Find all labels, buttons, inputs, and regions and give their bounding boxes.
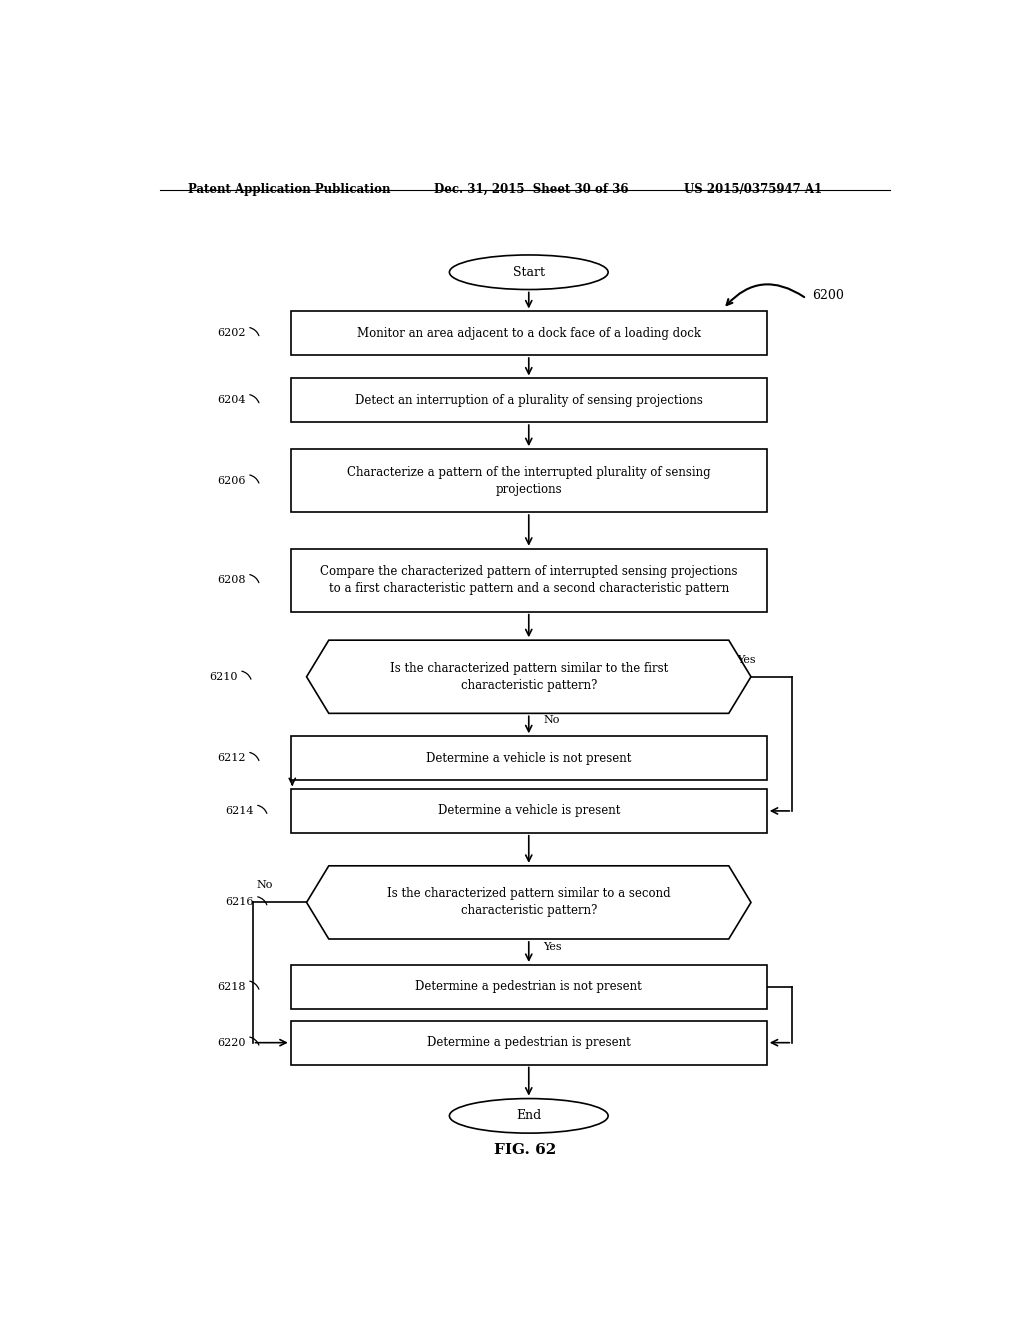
Text: 6202: 6202 (217, 329, 246, 338)
FancyBboxPatch shape (291, 312, 767, 355)
Polygon shape (306, 866, 751, 939)
Ellipse shape (450, 1098, 608, 1133)
Text: 6214: 6214 (225, 807, 253, 816)
Text: Is the characterized pattern similar to the first
characteristic pattern?: Is the characterized pattern similar to … (390, 661, 668, 692)
Text: End: End (516, 1109, 542, 1122)
Text: 6210: 6210 (209, 672, 238, 681)
FancyBboxPatch shape (291, 549, 767, 611)
Text: Determine a pedestrian is not present: Determine a pedestrian is not present (416, 981, 642, 993)
Text: Monitor an area adjacent to a dock face of a loading dock: Monitor an area adjacent to a dock face … (356, 327, 700, 339)
Text: Is the characterized pattern similar to a second
characteristic pattern?: Is the characterized pattern similar to … (387, 887, 671, 917)
Text: Dec. 31, 2015  Sheet 30 of 36: Dec. 31, 2015 Sheet 30 of 36 (433, 182, 628, 195)
Text: US 2015/0375947 A1: US 2015/0375947 A1 (684, 182, 821, 195)
FancyBboxPatch shape (291, 379, 767, 422)
FancyBboxPatch shape (291, 789, 767, 833)
Text: 6200: 6200 (812, 289, 844, 302)
Text: Yes: Yes (543, 942, 562, 952)
FancyBboxPatch shape (291, 737, 767, 780)
Text: Determine a vehicle is present: Determine a vehicle is present (437, 804, 620, 817)
Text: 6220: 6220 (217, 1038, 246, 1048)
Text: 6204: 6204 (217, 395, 246, 405)
Text: Start: Start (513, 265, 545, 279)
Text: No: No (543, 714, 559, 725)
Polygon shape (306, 640, 751, 713)
Text: Determine a vehicle is not present: Determine a vehicle is not present (426, 751, 632, 764)
Text: Patent Application Publication: Patent Application Publication (187, 182, 390, 195)
Text: 6206: 6206 (217, 475, 246, 486)
Ellipse shape (450, 255, 608, 289)
Text: FIG. 62: FIG. 62 (494, 1143, 556, 1156)
Text: Determine a pedestrian is present: Determine a pedestrian is present (427, 1036, 631, 1049)
Text: Yes: Yes (736, 655, 756, 664)
Text: Compare the characterized pattern of interrupted sensing projections
to a first : Compare the characterized pattern of int… (321, 565, 737, 595)
Text: Detect an interruption of a plurality of sensing projections: Detect an interruption of a plurality of… (355, 393, 702, 407)
FancyBboxPatch shape (291, 965, 767, 1008)
Text: No: No (257, 880, 273, 890)
FancyBboxPatch shape (291, 1020, 767, 1064)
Text: Characterize a pattern of the interrupted plurality of sensing
projections: Characterize a pattern of the interrupte… (347, 466, 711, 495)
FancyBboxPatch shape (291, 449, 767, 512)
Text: 6208: 6208 (217, 576, 246, 585)
Text: 6212: 6212 (217, 754, 246, 763)
Text: 6216: 6216 (225, 898, 253, 907)
Text: 6218: 6218 (217, 982, 246, 991)
